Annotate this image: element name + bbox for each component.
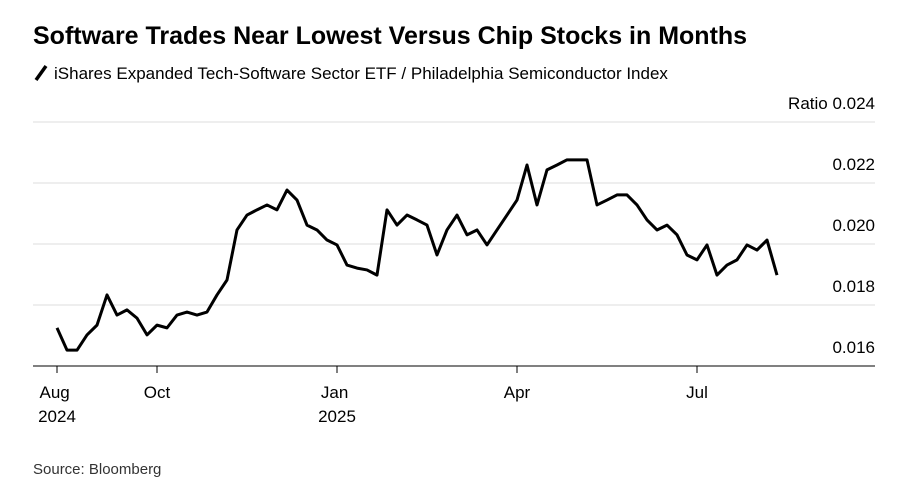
- line: [55, 158, 779, 352]
- legend-label: iShares Expanded Tech-Software Sector ET…: [54, 64, 668, 83]
- source: Source: Bloomberg: [33, 461, 161, 478]
- x-tick-label: Jan 2025: [318, 383, 356, 426]
- y-tick-label: 0.018: [832, 277, 875, 296]
- y-tick-label: 0.022: [832, 155, 875, 174]
- chart-title: Software Trades Near Lowest Versus Chip …: [33, 22, 747, 50]
- legend-swatch: [34, 64, 48, 82]
- y-tick-label: Ratio 0.024: [788, 94, 875, 113]
- x-tick-label: Aug 2024: [38, 383, 76, 426]
- x-tick-label: Apr: [504, 383, 531, 402]
- y-tick-label: 0.020: [832, 216, 875, 235]
- x-tick-label: Jul: [686, 383, 708, 402]
- x-tick-label: Oct: [144, 383, 171, 402]
- y-tick-label: 0.016: [832, 338, 875, 357]
